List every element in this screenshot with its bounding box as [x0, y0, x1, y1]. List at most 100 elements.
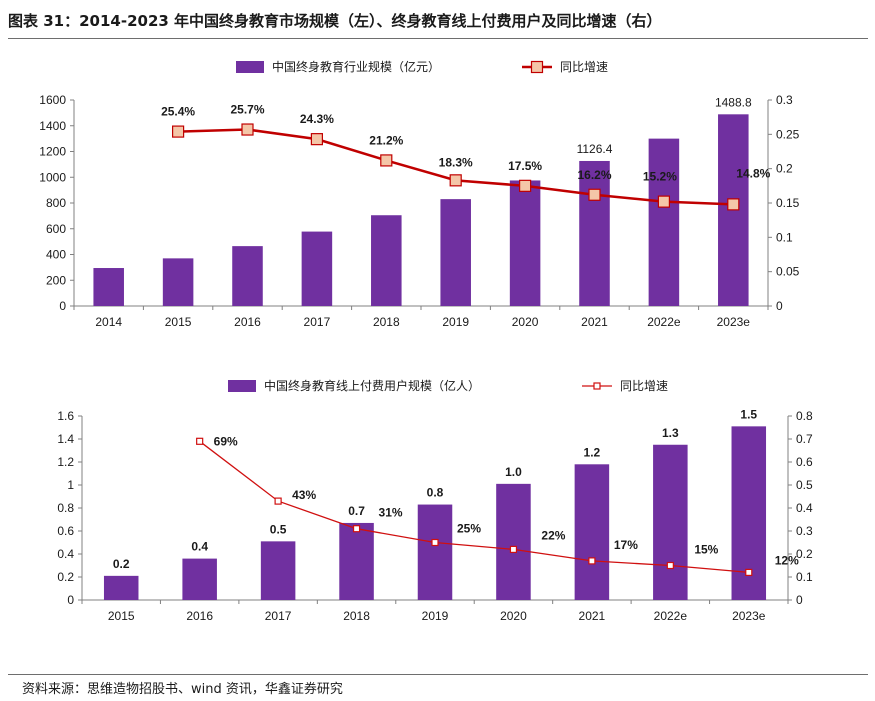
- growth-data-label: 69%: [214, 434, 238, 448]
- bar: [260, 541, 296, 600]
- growth-data-label: 14.8%: [736, 166, 770, 180]
- bar: [648, 138, 680, 306]
- bar: [93, 268, 124, 306]
- growth-data-label: 18.3%: [439, 155, 473, 169]
- growth-point: [588, 188, 601, 201]
- x-tick-label: 2022e: [647, 315, 681, 329]
- x-tick-label: 2021: [581, 315, 608, 329]
- left-tick-label: 1.4: [57, 432, 74, 446]
- growth-data-label: 25.7%: [230, 103, 264, 117]
- x-tick-label: 2015: [165, 315, 192, 329]
- right-tick-label: 0.1: [776, 230, 793, 244]
- right-tick-label: 0.3: [776, 93, 793, 107]
- growth-point: [380, 154, 393, 167]
- bar-data-label: 1488.8: [715, 95, 752, 109]
- x-tick-label: 2017: [265, 609, 292, 623]
- right-tick-label: 0.5: [796, 478, 813, 492]
- bar: [496, 483, 531, 600]
- left-tick-label: 1400: [39, 119, 66, 133]
- growth-point: [352, 525, 361, 533]
- x-tick-label: 2021: [579, 609, 606, 623]
- legend-marker-swatch: [530, 60, 544, 74]
- growth-data-label: 31%: [379, 506, 403, 520]
- left-tick-label: 1.2: [57, 455, 74, 469]
- bar: [417, 504, 453, 600]
- growth-point: [172, 125, 185, 138]
- bar-data-label: 1.2: [584, 445, 601, 459]
- x-tick-label: 2014: [95, 315, 122, 329]
- growth-data-label: 25.4%: [161, 105, 195, 119]
- legend-bar-swatch: [236, 61, 264, 73]
- right-tick-label: 0.4: [796, 501, 813, 515]
- growth-data-label: 15.2%: [643, 170, 677, 184]
- growth-point: [431, 538, 439, 547]
- right-tick-label: 0.7: [796, 432, 813, 446]
- x-tick-label: 2018: [373, 315, 400, 329]
- x-tick-label: 2019: [442, 315, 469, 329]
- right-tick-label: 0.25: [776, 127, 800, 141]
- bar: [371, 215, 402, 306]
- x-tick-label: 2020: [512, 315, 539, 329]
- growth-data-label: 22%: [541, 528, 565, 542]
- growth-data-label: 12%: [775, 553, 799, 567]
- left-tick-label: 1000: [39, 170, 66, 184]
- left-tick-label: 1: [67, 478, 74, 492]
- growth-point: [657, 195, 671, 208]
- left-tick-label: 600: [46, 222, 66, 236]
- left-tick-label: 0.6: [57, 524, 74, 538]
- bar-data-label: 0.4: [191, 540, 208, 554]
- growth-data-label: 43%: [292, 488, 316, 502]
- bar-data-label: 1126.4: [577, 142, 613, 156]
- right-tick-label: 0.3: [796, 524, 813, 538]
- source-note: 资料来源：思维造物招股书、wind 资讯，华鑫证券研究: [22, 682, 343, 697]
- growth-point: [274, 497, 282, 505]
- growth-point: [518, 179, 532, 192]
- figure-title: 图表 31：2014-2023 年中国终身教育市场规模（左）、终身教育线上付费用…: [8, 12, 662, 30]
- legend-bar-label: 中国终身教育行业规模（亿元）: [272, 59, 440, 74]
- left-tick-label: 200: [46, 273, 66, 287]
- right-tick-label: 0.1: [796, 570, 813, 584]
- x-tick-label: 2016: [186, 609, 213, 623]
- bar: [574, 464, 610, 600]
- bar: [232, 246, 263, 306]
- growth-data-label: 16.2%: [577, 168, 611, 182]
- bar: [103, 575, 139, 600]
- x-tick-label: 2023e: [717, 315, 751, 329]
- title-rule: [8, 38, 868, 39]
- source-rule: [8, 674, 868, 675]
- left-tick-label: 0: [67, 593, 74, 607]
- bar-data-label: 1.3: [662, 426, 679, 440]
- growth-data-label: 25%: [457, 522, 481, 536]
- left-tick-label: 0.8: [57, 501, 74, 515]
- bar-data-label: 0.7: [348, 504, 365, 518]
- x-tick-label: 2020: [500, 609, 527, 623]
- right-tick-label: 0.2: [776, 162, 793, 176]
- left-tick-label: 0: [59, 299, 66, 313]
- growth-point: [666, 561, 674, 570]
- bar: [301, 231, 333, 306]
- left-tick-label: 1200: [39, 145, 66, 159]
- right-tick-label: 0.05: [776, 265, 800, 279]
- growth-line: [199, 440, 749, 574]
- bar: [339, 522, 374, 600]
- right-tick-label: 0.8: [796, 409, 813, 423]
- growth-point: [449, 174, 462, 187]
- legend-line-label: 同比增速: [560, 60, 608, 74]
- right-tick-label: 0.2: [796, 547, 813, 561]
- growth-point: [241, 123, 254, 136]
- x-tick-label: 2019: [422, 609, 449, 623]
- x-tick-label: 2023e: [732, 609, 766, 623]
- growth-point: [310, 133, 323, 146]
- x-tick-label: 2015: [108, 609, 135, 623]
- left-tick-label: 0.2: [57, 570, 74, 584]
- bar: [182, 558, 217, 600]
- left-tick-label: 0.4: [57, 547, 74, 561]
- right-tick-label: 0.15: [776, 196, 800, 210]
- bar: [579, 160, 610, 306]
- legend-bar-swatch: [228, 380, 256, 392]
- legend-marker-swatch: [593, 382, 601, 390]
- growth-data-label: 17%: [614, 538, 638, 552]
- bar-data-label: 1.0: [505, 465, 522, 479]
- bar: [440, 199, 471, 306]
- growth-point: [745, 568, 753, 577]
